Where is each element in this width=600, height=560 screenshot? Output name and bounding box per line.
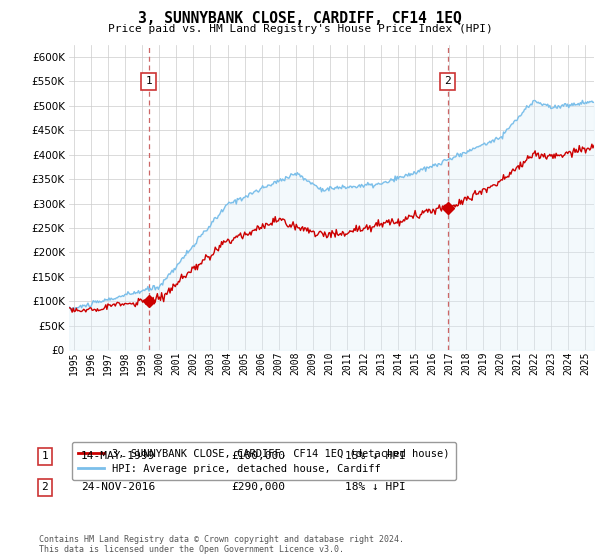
Text: 1: 1 <box>145 76 152 86</box>
Text: 24-NOV-2016: 24-NOV-2016 <box>81 482 155 492</box>
Legend: 3, SUNNYBANK CLOSE, CARDIFF, CF14 1EQ (detached house), HPI: Average price, deta: 3, SUNNYBANK CLOSE, CARDIFF, CF14 1EQ (d… <box>71 442 456 480</box>
Text: 2: 2 <box>445 76 451 86</box>
Text: 14-MAY-1999: 14-MAY-1999 <box>81 451 155 461</box>
Text: Contains HM Land Registry data © Crown copyright and database right 2024.
This d: Contains HM Land Registry data © Crown c… <box>39 535 404 554</box>
Text: Price paid vs. HM Land Registry's House Price Index (HPI): Price paid vs. HM Land Registry's House … <box>107 24 493 34</box>
Text: 1: 1 <box>41 451 49 461</box>
Text: 15% ↓ HPI: 15% ↓ HPI <box>345 451 406 461</box>
Text: £100,000: £100,000 <box>231 451 285 461</box>
Text: 2: 2 <box>41 482 49 492</box>
Text: 18% ↓ HPI: 18% ↓ HPI <box>345 482 406 492</box>
Text: 3, SUNNYBANK CLOSE, CARDIFF, CF14 1EQ: 3, SUNNYBANK CLOSE, CARDIFF, CF14 1EQ <box>138 11 462 26</box>
Text: £290,000: £290,000 <box>231 482 285 492</box>
